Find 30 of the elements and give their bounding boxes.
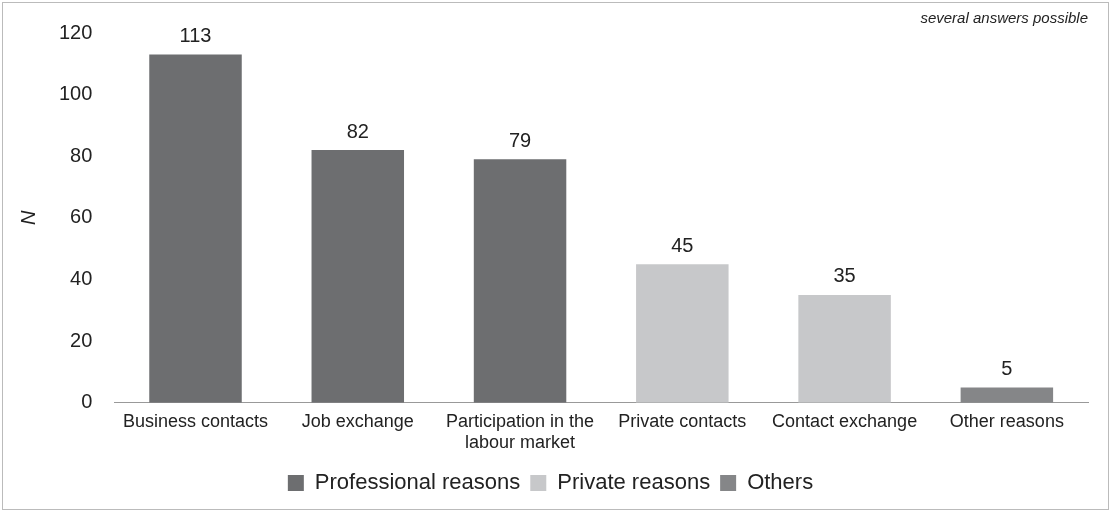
data-label: 79	[508, 128, 532, 151]
data-label: 82	[346, 119, 369, 142]
data-label: 45	[671, 233, 694, 256]
legend-label: Private reasons	[557, 469, 711, 495]
data-label: 5	[1001, 356, 1013, 379]
y-tick-label: 40	[70, 267, 93, 290]
bar	[473, 159, 567, 403]
y-tick-label: 60	[70, 205, 93, 228]
y-tick-label: 0	[81, 390, 93, 413]
text: several answers possible	[920, 8, 1088, 26]
x-tick-label: Participation in the labour market	[446, 410, 595, 453]
legend-label: Professional reasons	[314, 469, 521, 495]
y-tick-label: 20	[70, 328, 93, 351]
bar	[636, 264, 729, 403]
x-tick-label: Private contacts	[618, 410, 747, 431]
y-tick-label: 80	[70, 143, 93, 166]
y-tick-label: 100	[58, 82, 93, 105]
x-tick-label: Contact exchange	[772, 410, 918, 431]
y-axis-title: N	[16, 210, 39, 226]
x-tick-label: Other reasons	[949, 410, 1064, 431]
y-tick-label: 120	[58, 20, 93, 43]
legend-label: Others	[747, 469, 814, 495]
x-tick-label: Job exchange	[301, 410, 414, 431]
x-tick-label: Business contacts	[122, 410, 269, 431]
bar	[149, 54, 242, 403]
data-label: 113	[179, 24, 212, 47]
bar	[311, 150, 405, 403]
bar	[798, 294, 891, 403]
data-label: 35	[833, 264, 856, 287]
bar	[960, 387, 1054, 403]
